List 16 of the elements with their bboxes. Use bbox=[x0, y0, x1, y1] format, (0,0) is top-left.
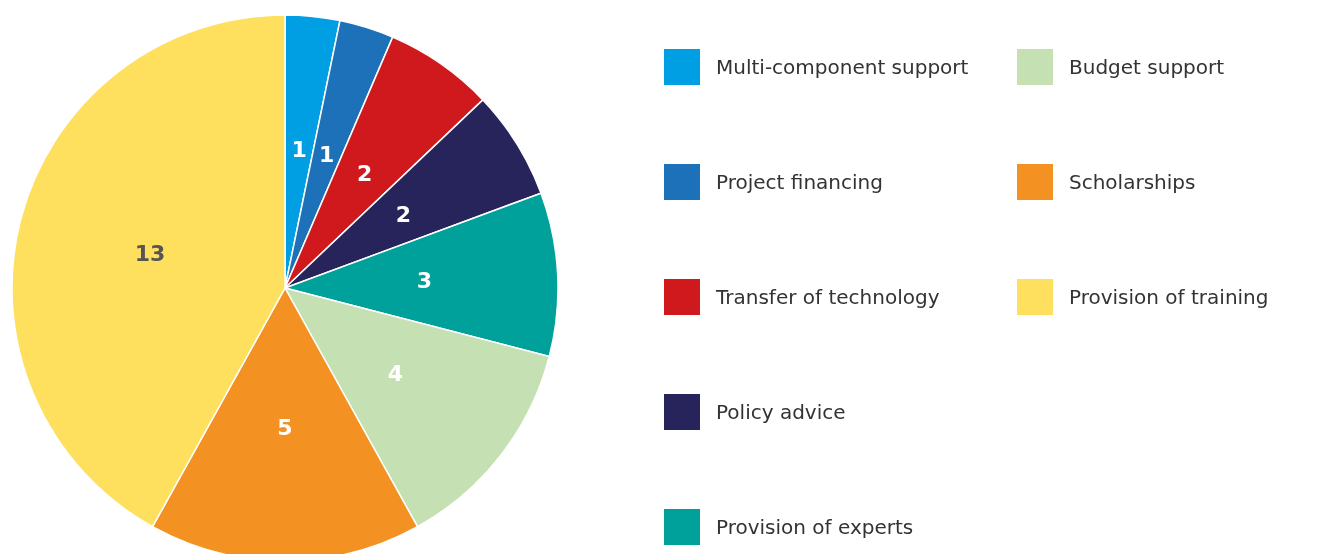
legend-label: Multi-component support bbox=[716, 55, 969, 79]
data-label: 5 bbox=[277, 415, 293, 440]
data-label: 1 bbox=[291, 136, 307, 162]
data-label: 13 bbox=[134, 240, 166, 266]
data-label: 3 bbox=[416, 268, 432, 294]
data-label: 2 bbox=[357, 161, 373, 186]
data-label: 2 bbox=[395, 201, 412, 227]
legend-label: Provision of experts bbox=[716, 515, 914, 539]
data-label: 4 bbox=[387, 360, 403, 386]
legend-label: Transfer of technology bbox=[715, 285, 940, 309]
legend-label: Budget support bbox=[1069, 55, 1225, 79]
legend-label: Provision of training bbox=[1069, 285, 1269, 309]
legend-label: Project financing bbox=[716, 170, 883, 194]
legend-label: Policy advice bbox=[716, 400, 846, 424]
legend-label: Scholarships bbox=[1069, 170, 1196, 194]
data-label: 1 bbox=[319, 142, 335, 168]
